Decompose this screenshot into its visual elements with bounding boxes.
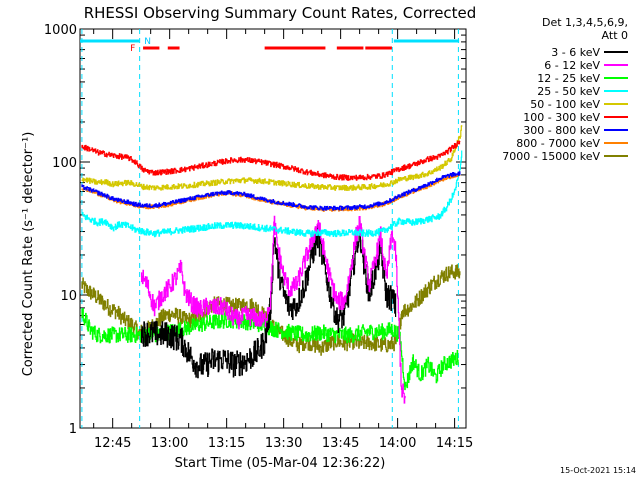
legend-label: 300 - 800 keV bbox=[523, 124, 600, 137]
y-axis-label: Corrected Count Rate (s⁻¹ detector⁻¹) bbox=[21, 132, 36, 377]
legend-label: 7000 - 15000 keV bbox=[502, 150, 600, 163]
plot-frame bbox=[79, 28, 467, 429]
y-tick-label: 1 bbox=[69, 422, 77, 437]
legend-label: 100 - 300 keV bbox=[523, 111, 600, 124]
x-tick-label: 13:45 bbox=[322, 436, 359, 451]
flare-flag-label: F bbox=[130, 44, 135, 54]
x-tick-label: 13:15 bbox=[208, 436, 245, 451]
x-tick-label: 14:00 bbox=[379, 436, 416, 451]
series-line-5 bbox=[81, 140, 461, 181]
x-axis-label: Start Time (05-Mar-04 12:36:22) bbox=[175, 456, 386, 471]
x-tick-label: 13:00 bbox=[151, 436, 188, 451]
legend-label: 800 - 7000 keV bbox=[516, 137, 600, 150]
x-tick-label: 12:45 bbox=[94, 436, 131, 451]
legend-label: 3 - 6 keV bbox=[551, 46, 600, 59]
footer-date: 15-Oct-2021 15:14 bbox=[560, 466, 636, 475]
series-line-1 bbox=[141, 215, 406, 404]
legend-label: 50 - 100 keV bbox=[530, 98, 600, 111]
y-tick-label: 10 bbox=[60, 289, 77, 304]
series-line-3 bbox=[81, 150, 463, 238]
series-line-6 bbox=[81, 171, 461, 211]
night-flag-label: N bbox=[144, 37, 151, 47]
legend-header-line-2: Att 0 bbox=[602, 29, 628, 42]
legend-label: 25 - 50 keV bbox=[537, 85, 600, 98]
x-tick-label: 14:15 bbox=[436, 436, 473, 451]
legend-header-line-1: Det 1,3,4,5,6,9, bbox=[542, 16, 628, 29]
y-tick-label: 100 bbox=[52, 156, 77, 171]
legend-label: 12 - 25 keV bbox=[537, 72, 600, 85]
series-line-4 bbox=[81, 125, 463, 191]
chart-title: RHESSI Observing Summary Count Rates, Co… bbox=[84, 4, 477, 22]
x-tick-label: 13:30 bbox=[265, 436, 302, 451]
series-layer bbox=[81, 125, 463, 404]
y-tick-label: 1000 bbox=[44, 23, 77, 38]
legend-label: 6 - 12 keV bbox=[544, 59, 600, 72]
